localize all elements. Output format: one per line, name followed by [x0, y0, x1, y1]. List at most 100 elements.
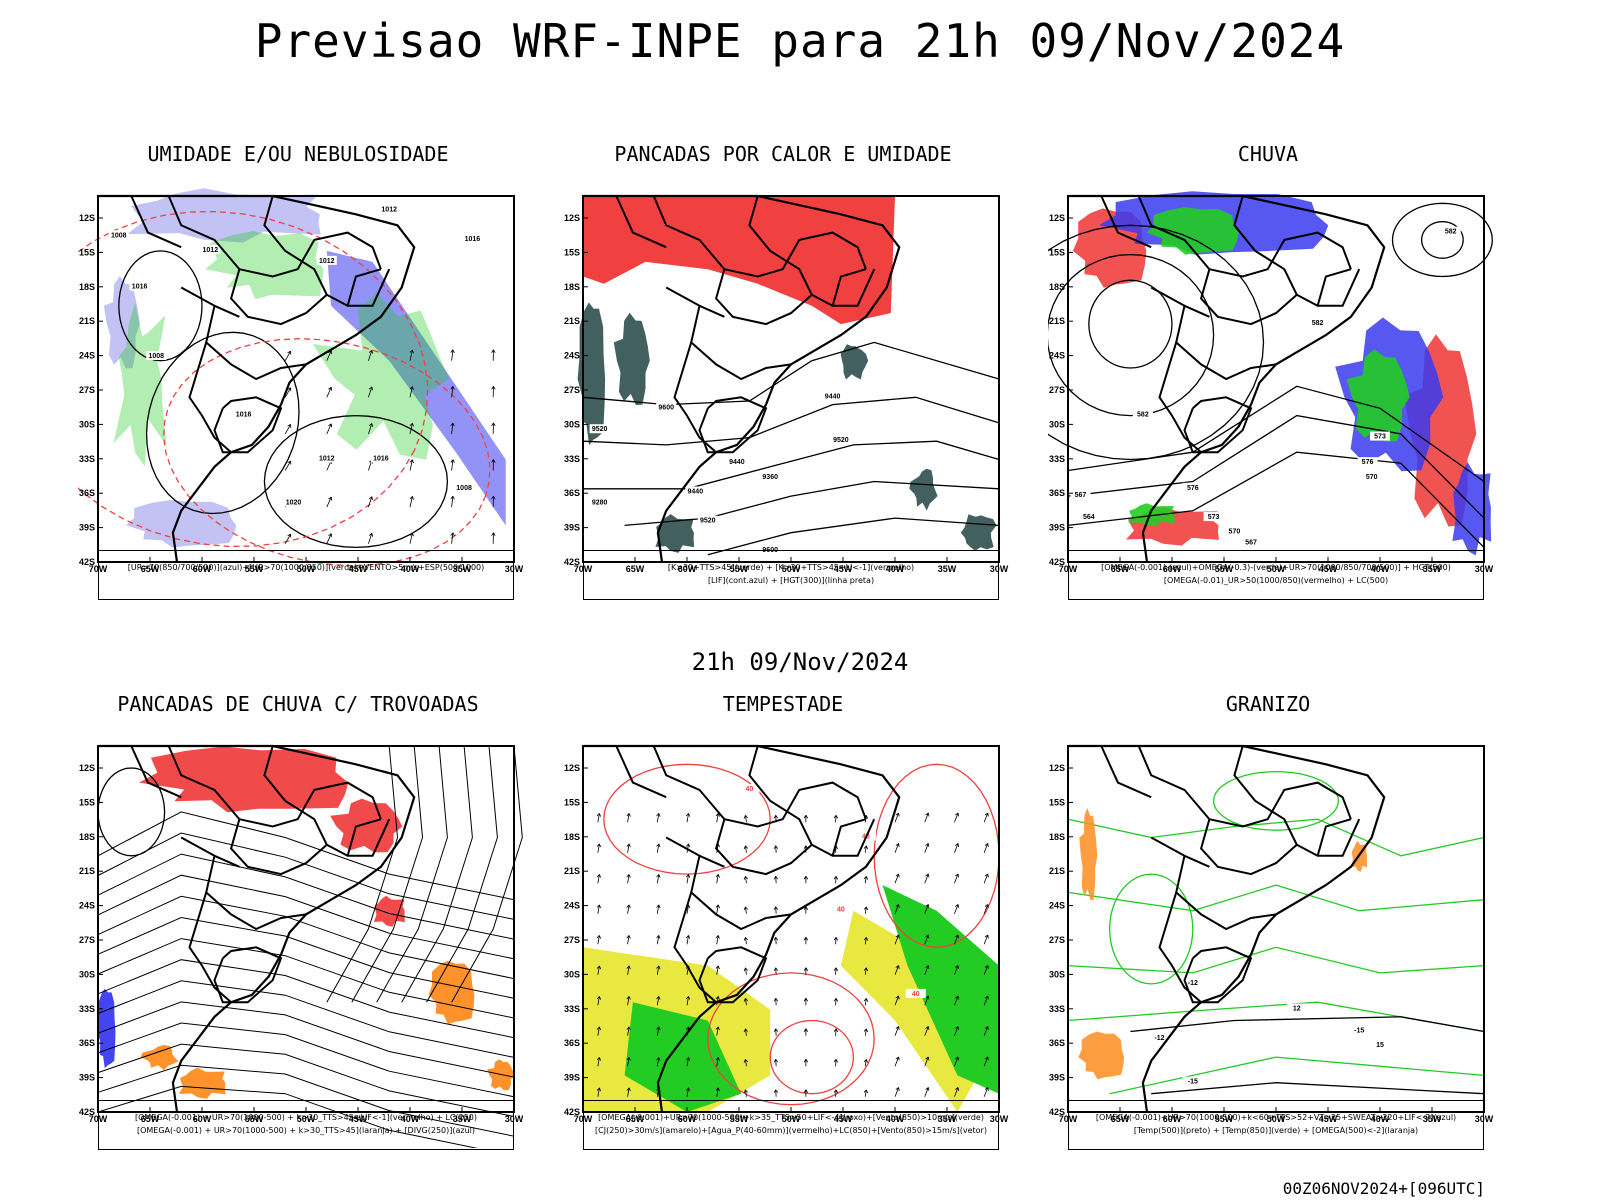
border-line	[724, 231, 867, 278]
wind-arrow	[954, 995, 959, 1006]
wind-arrow-head	[773, 1028, 779, 1033]
wind-arrow-head	[895, 934, 900, 939]
wind-arrow	[597, 1057, 600, 1067]
wind-arrow-head	[984, 873, 989, 878]
wind-arrow	[597, 813, 600, 823]
legend-line: [OMEGA(-0.001) + UR>70(1000-500) + k>30_…	[134, 1113, 478, 1122]
wind-arrow	[656, 935, 660, 945]
lat-tick-label: 33S	[1049, 454, 1065, 464]
contour-label: 9280	[592, 499, 608, 506]
contour-label: -12	[1154, 1035, 1164, 1042]
lat-tick-label: 24S	[1049, 901, 1065, 911]
wind-arrow-head	[743, 845, 748, 850]
border-line	[214, 854, 240, 868]
shade-patch	[1404, 334, 1477, 527]
lat-tick-label: 27S	[79, 935, 95, 945]
border-line	[811, 818, 876, 857]
contour-line	[1048, 253, 1215, 417]
wind-arrow	[864, 998, 867, 1006]
wind-arrow-head	[925, 1056, 930, 1061]
border-line	[1184, 854, 1210, 868]
contour-line	[145, 331, 300, 515]
wind-arrow-head	[596, 996, 602, 1000]
wind-arrow-head	[491, 349, 496, 353]
contour-label-bg	[1361, 471, 1382, 481]
wind-arrow-head	[833, 876, 839, 880]
wind-arrow-head	[803, 967, 809, 971]
wind-arrow-head	[803, 998, 809, 1002]
shade-patch	[428, 960, 475, 1025]
contour-line	[769, 1019, 855, 1095]
streamline	[97, 1043, 515, 1117]
panel-umidade: UMIDADE E/OU NEBULOSIDADE 1012 1008 1012 10…	[78, 142, 578, 628]
wind-arrow	[409, 496, 413, 508]
lat-tick-label: 27S	[1049, 385, 1065, 395]
border-line	[1150, 286, 1277, 381]
border-line	[180, 286, 307, 381]
wind-arrow	[627, 935, 630, 945]
wind-arrow	[954, 843, 959, 853]
wind-arrow	[686, 1087, 689, 1097]
streamline	[97, 980, 515, 1058]
wind-arrow	[451, 386, 454, 398]
contour-label: 9360	[762, 474, 778, 481]
wind-arrow	[745, 937, 747, 945]
contour-label-bg	[822, 391, 843, 401]
wind-arrow-head	[863, 906, 869, 911]
panel-legend: [UR>70(850/700/500)](azul)+[UR>70(1000/8…	[98, 550, 514, 600]
wind-arrow-head	[491, 422, 496, 427]
lon-tick-label: 35W	[453, 1114, 472, 1124]
wind-arrow-head	[715, 1026, 720, 1031]
wind-arrow-head	[409, 496, 414, 500]
contour-line	[1420, 220, 1464, 259]
lon-tick-label: 30W	[1475, 1114, 1494, 1124]
wind-arrow-head	[984, 843, 989, 847]
wind-arrow	[284, 387, 292, 398]
border-line	[831, 818, 867, 857]
contour-label: 1016	[373, 456, 389, 463]
wind-arrow	[627, 996, 630, 1006]
wind-arrow	[983, 934, 989, 945]
wind-arrow-head	[863, 1089, 869, 1094]
contour-label-bg	[283, 497, 304, 507]
country-borders	[98, 194, 416, 563]
border-line	[652, 195, 814, 326]
legend-line: [CJ(250)>30m/s](amarelo)+[Agua_P(40-60mm…	[595, 1126, 987, 1135]
shade-patch	[1128, 503, 1175, 527]
wind-arrow	[627, 813, 630, 823]
lon-tick-label: 65W	[626, 564, 645, 574]
wind-arrow	[686, 813, 689, 823]
wind-arrow	[864, 1028, 867, 1036]
wind-arrow-head	[895, 812, 900, 817]
wind-arrow-head	[895, 965, 900, 969]
wind-arrow-head	[955, 1087, 960, 1091]
lat-tick-label: 42S	[1049, 1107, 1065, 1117]
wind-arrow	[451, 422, 454, 434]
wind-arrow-head	[596, 935, 602, 939]
wind-arrow-head	[368, 496, 374, 501]
wind-arrow-head	[685, 874, 691, 878]
wind-arrow-head	[984, 965, 989, 969]
contour-label-bg	[905, 988, 926, 998]
wind-arrow	[924, 873, 929, 884]
contour-lines	[1048, 202, 1493, 548]
contour-line	[1151, 1082, 1485, 1095]
wind-arrow-head	[626, 904, 631, 909]
contour-label-bg	[462, 233, 483, 243]
streamline	[97, 832, 515, 920]
wind-arrow-head	[984, 1087, 989, 1091]
contour-line	[1391, 202, 1493, 278]
wind-arrow-head	[743, 906, 748, 911]
wind-arrow-head	[803, 1089, 809, 1093]
wind-arrow-head	[685, 813, 691, 817]
border-line	[1137, 195, 1299, 326]
contour-label: 1016	[465, 236, 481, 243]
contour-label-bg	[233, 409, 254, 419]
run-label: 00Z06NOV2024+[096UTC]	[1282, 1179, 1485, 1198]
contour-label: -15	[1188, 1079, 1198, 1086]
border-line	[699, 304, 725, 318]
lat-tick-label: 24S	[564, 901, 580, 911]
wind-arrow	[894, 1087, 899, 1097]
border-line	[346, 268, 382, 307]
wind-arrow-head	[715, 813, 720, 817]
